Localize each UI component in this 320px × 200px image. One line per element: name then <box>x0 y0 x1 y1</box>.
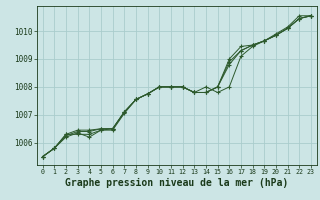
X-axis label: Graphe pression niveau de la mer (hPa): Graphe pression niveau de la mer (hPa) <box>65 178 288 188</box>
